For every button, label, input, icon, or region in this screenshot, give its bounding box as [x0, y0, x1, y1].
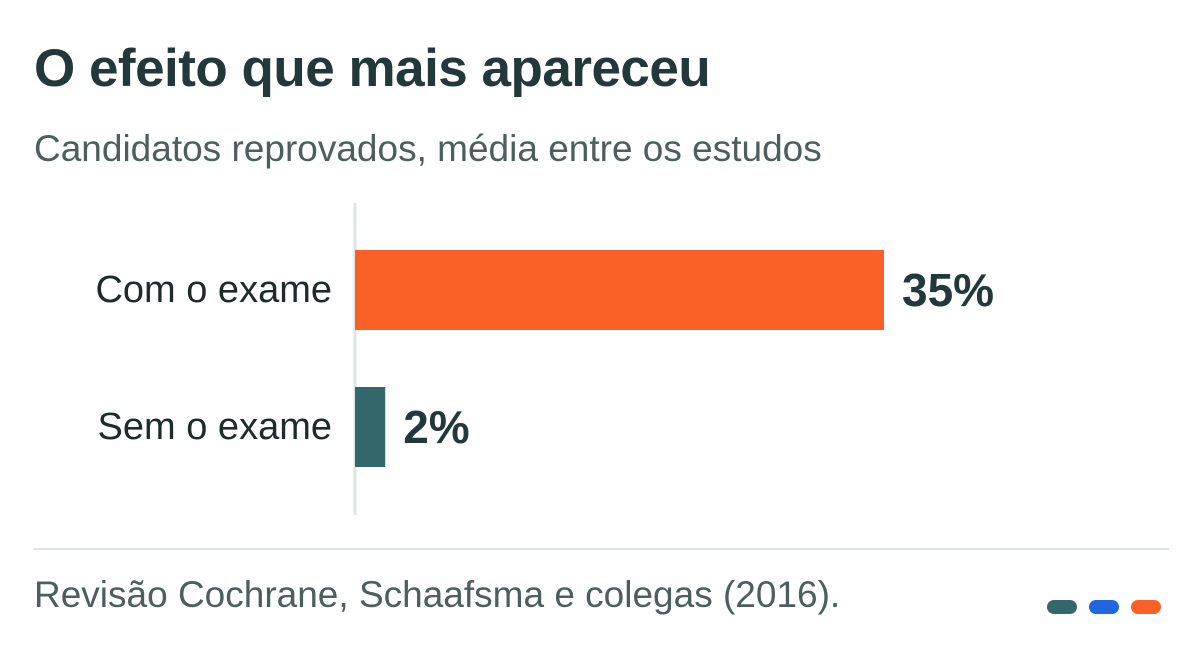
source-note: Revisão Cochrane, Schaafsma e colegas (2…: [34, 574, 841, 615]
footer-divider: [33, 548, 1169, 550]
bar-chart: Com o exame 35% Sem o exame 2%: [95, 203, 994, 515]
category-label: Com o exame: [95, 269, 332, 311]
chart-title: O efeito que mais apareceu: [34, 39, 711, 98]
bar-com-o-exame: [355, 250, 884, 330]
brand-dot: [1089, 600, 1119, 614]
value-label: 2%: [403, 401, 469, 453]
bar-sem-o-exame: [355, 387, 386, 467]
chart-subtitle: Candidatos reprovados, média entre os es…: [34, 128, 822, 169]
brand-dot: [1047, 600, 1077, 614]
value-label: 35%: [902, 264, 994, 316]
category-label: Sem o exame: [98, 406, 332, 448]
brand-dot: [1131, 600, 1161, 614]
